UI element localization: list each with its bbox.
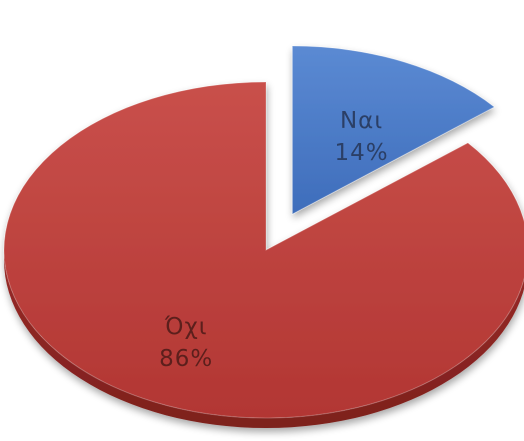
slice-category-label: Όχι: [164, 314, 208, 340]
slice-value-label: 14%: [334, 140, 388, 166]
slices-layer: [3, 45, 524, 428]
labels-layer: Ναι 14% Όχι 86%: [159, 108, 388, 372]
pie-slice-top: [3, 81, 524, 419]
slice-value-label: 86%: [159, 346, 213, 372]
pie-slice-top: [291, 45, 496, 215]
pie-slice-yes: [291, 45, 496, 215]
slice-category-label: Ναι: [340, 108, 383, 134]
pie-slice-no: [3, 81, 524, 428]
